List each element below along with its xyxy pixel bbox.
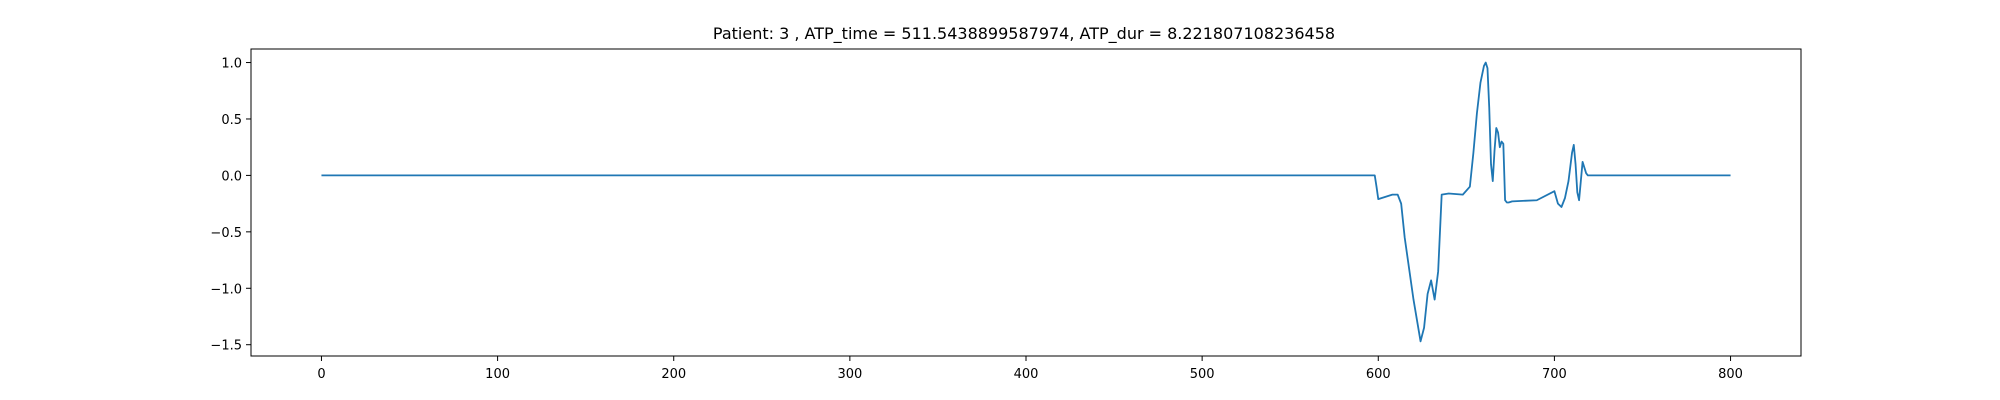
- x-tick-label: 400: [1014, 367, 1039, 382]
- x-tick-label: 200: [661, 367, 686, 382]
- y-tick-label: −0.5: [210, 226, 242, 241]
- x-tick-label: 600: [1366, 367, 1391, 382]
- x-tick-label: 300: [837, 367, 862, 382]
- x-tick-label: 100: [485, 367, 510, 382]
- y-tick-label: −1.0: [210, 282, 242, 297]
- y-tick-label: 0.0: [221, 169, 242, 184]
- chart-title: Patient: 3 , ATP_time = 511.543889958797…: [713, 24, 1335, 44]
- x-tick-label: 700: [1542, 367, 1567, 382]
- y-axis: 1.0 0.5 0.0 −0.5 −1.0 −1.5: [210, 57, 251, 354]
- plot-area-frame: [250, 48, 1802, 357]
- x-tick-label: 800: [1718, 367, 1743, 382]
- y-tick-label: 0.5: [221, 113, 242, 128]
- y-tick-label: 1.0: [221, 57, 242, 72]
- x-axis: 0 100 200 300 400 500 600 700 800: [317, 356, 1743, 382]
- y-tick-label: −1.5: [210, 339, 242, 354]
- series-line: [321, 61, 1731, 343]
- x-tick-label: 500: [1190, 367, 1215, 382]
- x-tick-label: 0: [317, 367, 325, 382]
